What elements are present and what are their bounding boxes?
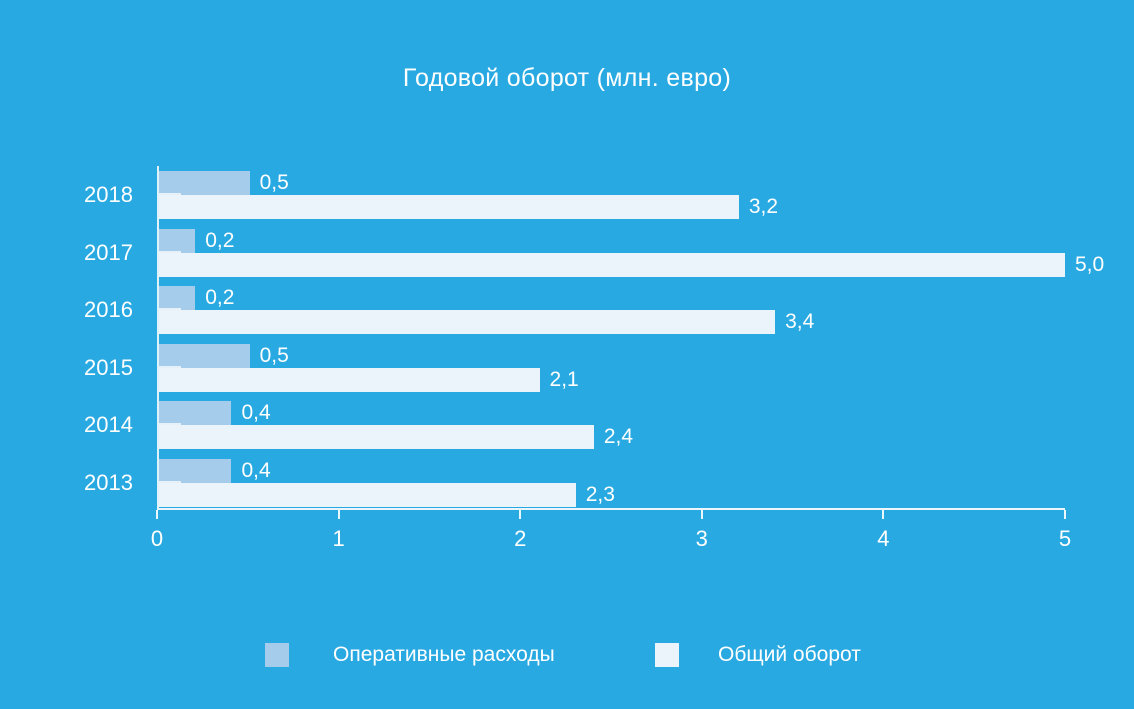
- bar-row: 0,2: [159, 228, 1065, 253]
- chart-title: Годовой оборот (млн. евро): [402, 64, 732, 92]
- expenses-bar: [159, 228, 196, 253]
- expenses-bar: [159, 458, 232, 483]
- axis-tick: [156, 510, 158, 519]
- bar-row: 0,5: [159, 343, 1065, 368]
- bar-group-2016: 2016 0,2 3,4: [84, 286, 1065, 335]
- value-label: 0,4: [241, 458, 271, 482]
- axis-tick: [337, 510, 340, 519]
- legend: Оперативные расходы Общий оборот: [0, 643, 1134, 669]
- value-label: 0,5: [259, 343, 289, 367]
- value-label: 3,4: [785, 310, 815, 334]
- turnover-bar: [159, 195, 739, 219]
- category-label: 2013: [84, 469, 133, 495]
- bar-row: 0,2: [159, 286, 1065, 311]
- turnover-bar: [159, 425, 594, 450]
- axis-tick-label: 0: [150, 526, 164, 551]
- legend-item-expenses: Оперативные расходы: [265, 643, 555, 667]
- expenses-bar: [159, 286, 196, 311]
- turnover-legend-label: Общий оборот: [718, 643, 861, 666]
- bar-row: 2,3: [159, 482, 1065, 507]
- x-axis: 0 1 2 3 4 5: [151, 510, 1071, 562]
- bar-row: 0,4: [159, 458, 1065, 483]
- category-label: 2015: [84, 354, 133, 380]
- category-label: 2016: [84, 297, 133, 323]
- axis-tick-label: 5: [1058, 526, 1072, 551]
- bar-row: 5,0: [159, 252, 1104, 277]
- category-label: 2017: [84, 239, 133, 265]
- axis-tick: [1064, 510, 1066, 519]
- axis-tick-label: 3: [695, 526, 708, 551]
- bar-group-2013: 2013 0,4 2,3: [84, 458, 1065, 507]
- value-label: 2,3: [585, 482, 615, 506]
- value-label: 2,4: [603, 425, 634, 449]
- value-label: 0,2: [205, 286, 235, 310]
- expenses-swatch: [265, 643, 289, 667]
- turnover-bar: [159, 310, 776, 335]
- axis-tick-label: 2: [514, 526, 527, 551]
- plot-rows: 2018 0,5 3,2 2017 0,2 5,0 2016 0,2 3,4 2015 0,5 2,1…: [84, 171, 1104, 507]
- plot-area: 2018 0,5 3,2 2017 0,2 5,0 2016 0,2 3,4 2015 0,5 2,1…: [84, 166, 1104, 510]
- bar-row: 0,4: [159, 401, 1065, 426]
- bar-row: 3,2: [159, 195, 1065, 219]
- bar-row: 3,4: [159, 310, 1065, 335]
- expenses-legend-label: Оперативные расходы: [333, 643, 555, 666]
- bar-row: 2,1: [159, 367, 1065, 392]
- expenses-bar: [159, 171, 250, 195]
- bar-group-2015: 2015 0,5 2,1: [84, 343, 1065, 392]
- bar-group-2017: 2017 0,2 5,0: [84, 228, 1104, 277]
- legend-item-turnover: Общий оборот: [655, 643, 861, 667]
- axis-tick-label: 1: [332, 526, 345, 551]
- expenses-bar: [159, 343, 250, 368]
- turnover-swatch: [655, 643, 679, 667]
- turnover-bar: [159, 482, 576, 507]
- value-label: 3,2: [748, 195, 779, 218]
- value-label: 2,1: [549, 367, 579, 391]
- axis-tick: [700, 510, 703, 519]
- turnover-bar: [159, 367, 540, 392]
- bar-group-2014: 2014 0,4 2,4: [84, 401, 1065, 450]
- axis-tick: [519, 510, 522, 519]
- category-label: 2014: [84, 412, 133, 438]
- value-label: 0,5: [259, 171, 289, 194]
- bar-row: 0,5: [159, 171, 1065, 195]
- bar-row: 2,4: [159, 425, 1065, 450]
- bar-group-2018: 2018 0,5 3,2: [84, 171, 1065, 219]
- axis-tick-label: 4: [877, 526, 890, 551]
- category-label: 2018: [84, 182, 133, 207]
- axis-tick: [882, 510, 885, 519]
- value-label: 0,4: [241, 401, 271, 425]
- turnover-bar: [159, 252, 1065, 277]
- value-label: 5,0: [1075, 252, 1105, 276]
- expenses-bar: [159, 401, 232, 426]
- value-label: 0,2: [205, 228, 235, 252]
